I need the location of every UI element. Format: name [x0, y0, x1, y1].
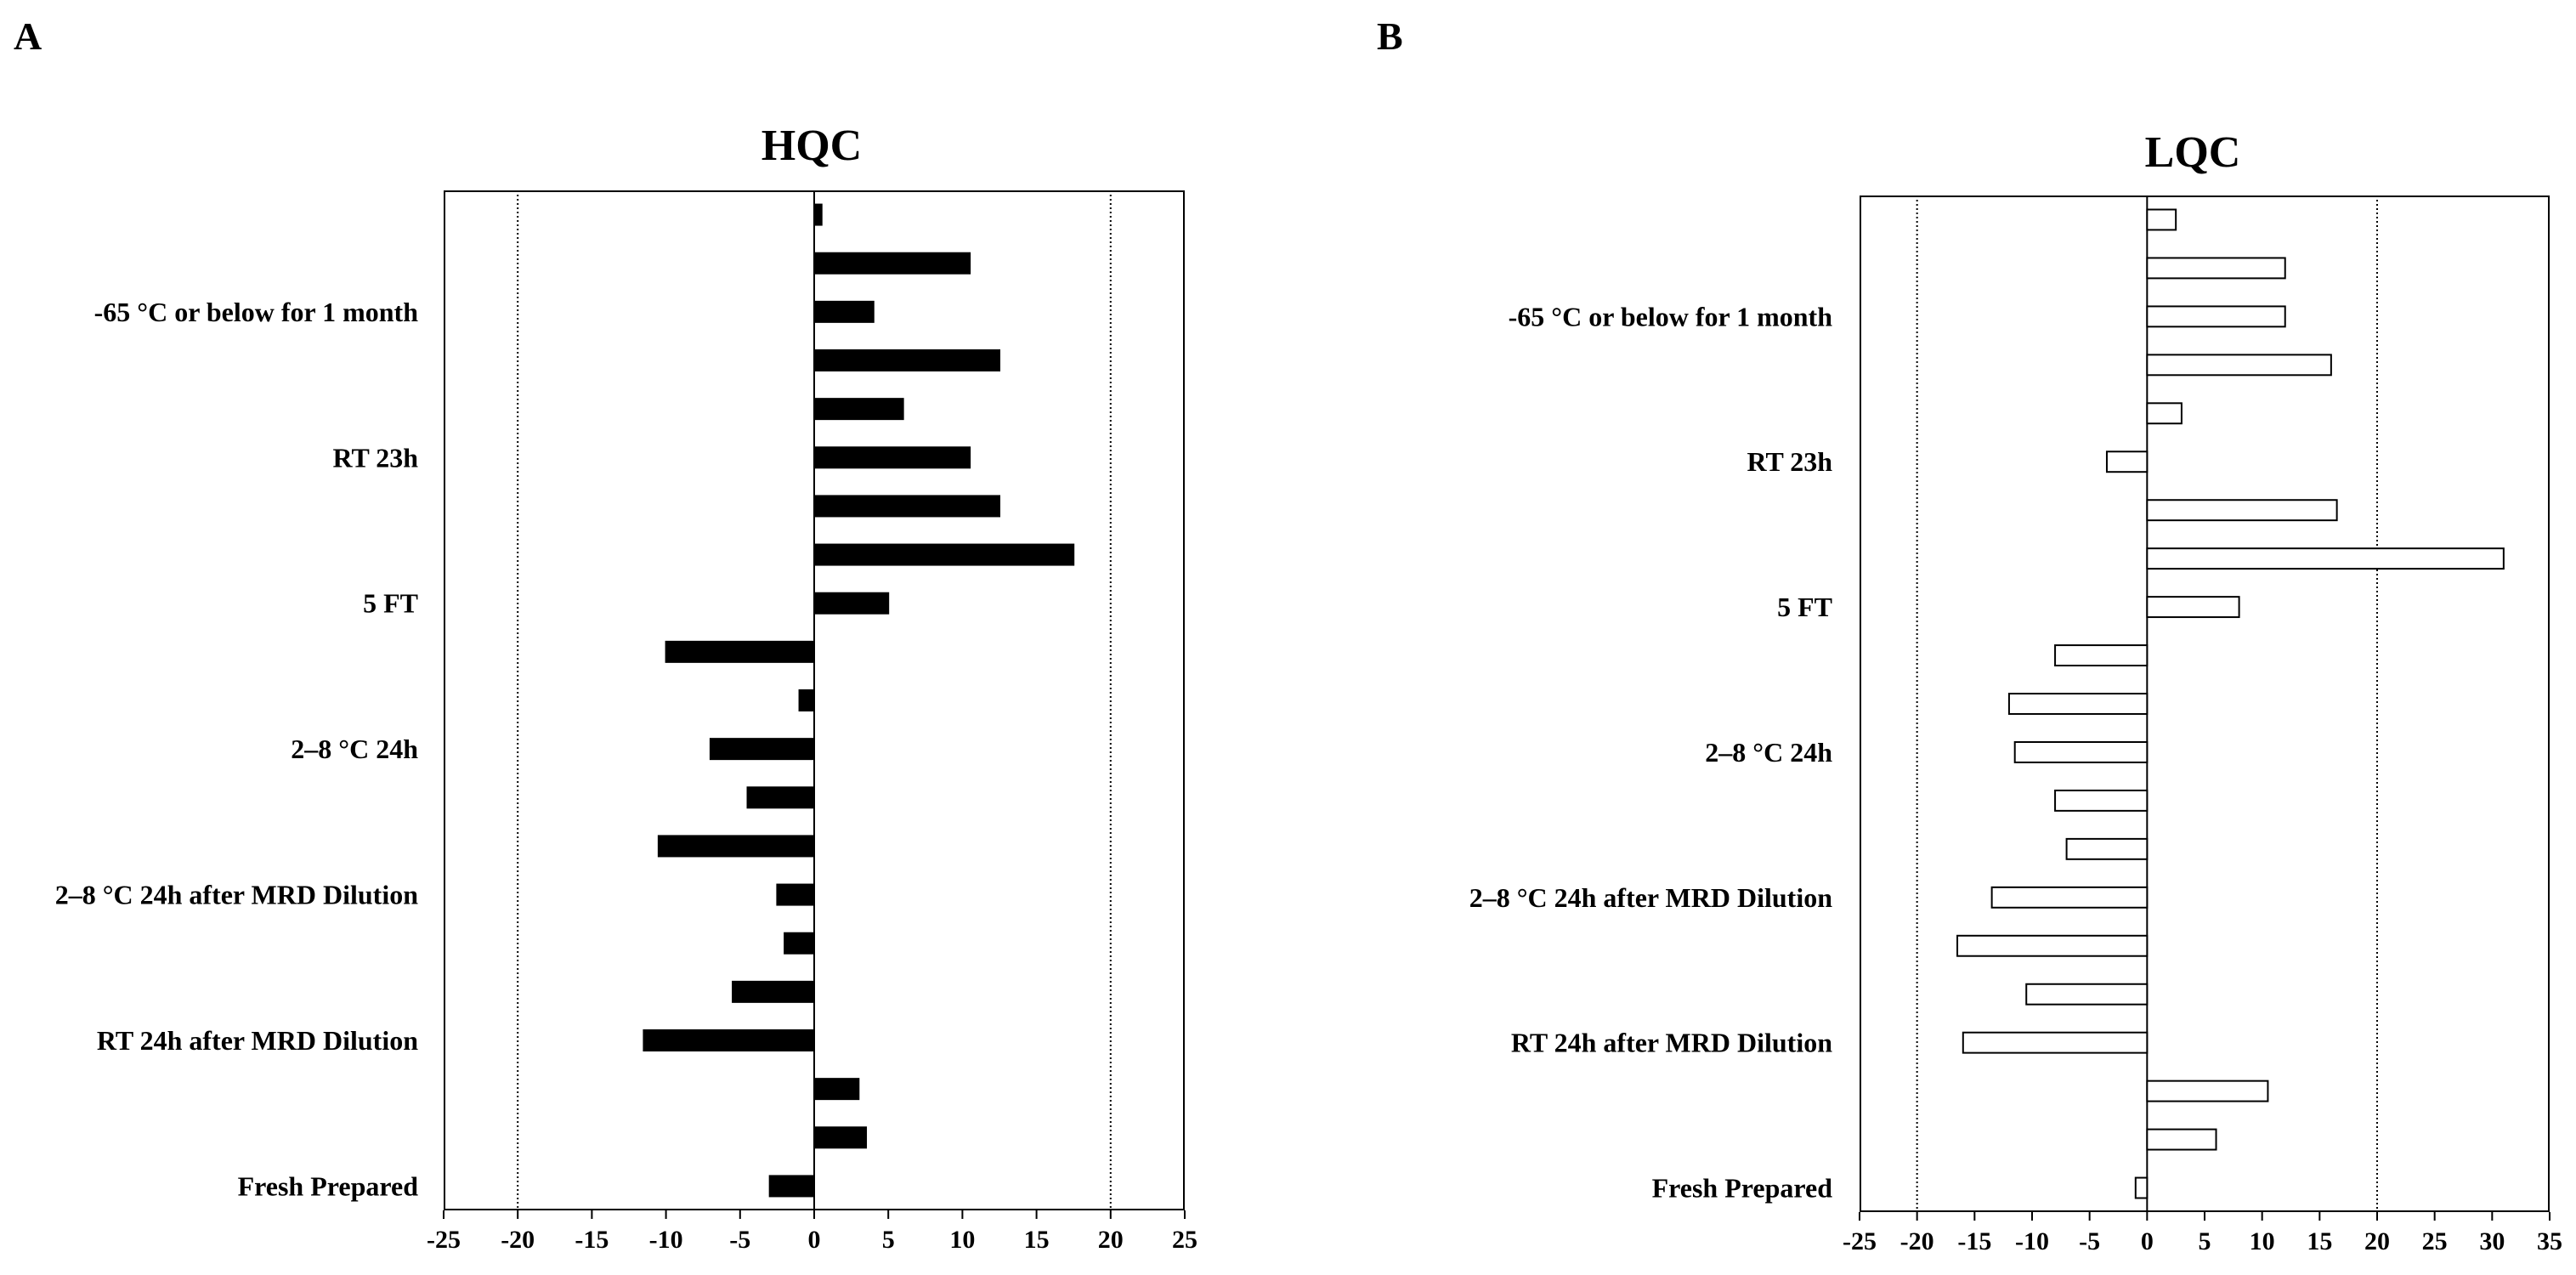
lqc-bar [2146, 354, 2332, 377]
lqc-category-label: RT 24h after MRD Dilution [1511, 1028, 1832, 1058]
hqc-bar [657, 835, 815, 858]
lqc-bar [2146, 208, 2177, 231]
lqc-bar [2146, 402, 2183, 425]
hqc-bar [813, 349, 1000, 371]
hqc-chart-title: HQC [761, 122, 863, 170]
lqc-bar [2146, 257, 2286, 280]
lqc-bar [2146, 1128, 2217, 1151]
lqc-x-tick-label: -15 [1957, 1227, 1991, 1255]
hqc-bar [768, 1175, 815, 1198]
lqc-category-label: 2–8 °C 24h after MRD Dilution [1469, 882, 1833, 913]
hqc-bar [813, 446, 971, 469]
lqc-category-label: -65 °C or below for 1 month [1509, 301, 1833, 332]
hqc-x-tick-label: -15 [575, 1226, 609, 1254]
hqc-bar [813, 543, 1075, 566]
lqc-bar [2025, 983, 2149, 1006]
hqc-category-label: 5 FT [363, 588, 418, 619]
hqc-bar [813, 1078, 860, 1101]
lqc-x-tick-label: 20 [2364, 1227, 2390, 1255]
panel-b-label: B [1377, 14, 1403, 58]
panel-a-label: A [14, 14, 42, 58]
hqc-x-tick-label: -20 [501, 1226, 535, 1254]
hqc-bar [813, 1126, 868, 1149]
hqc-bar [813, 592, 890, 615]
lqc-x-tick-label: 10 [2250, 1227, 2275, 1255]
lqc-x-tick-label: -10 [2015, 1227, 2049, 1255]
hqc-x-tick-label: 25 [1172, 1226, 1197, 1254]
lqc-x-tick-label: 25 [2422, 1227, 2448, 1255]
lqc-x-tick-label: 30 [2479, 1227, 2505, 1255]
hqc-category-label: 2–8 °C 24h after MRD Dilution [55, 880, 419, 910]
lqc-bar [1956, 934, 2149, 957]
hqc-category-label: Fresh Prepared [238, 1170, 419, 1201]
lqc-x-tick-label: 5 [2199, 1227, 2211, 1255]
hqc-bar [643, 1029, 815, 1051]
hqc-category-label: 2–8 °C 24h [291, 734, 418, 764]
hqc-bar [709, 738, 815, 761]
hqc-bar [813, 252, 971, 275]
lqc-bar [2065, 837, 2149, 860]
hqc-x-tick-label: 5 [882, 1226, 895, 1254]
lqc-bar [2054, 789, 2149, 812]
hqc-bar [784, 932, 815, 955]
hqc-category-label: RT 24h after MRD Dilution [97, 1025, 418, 1056]
hqc-bar [813, 495, 1000, 518]
lqc-x-tick-label: -25 [1843, 1227, 1877, 1255]
hqc-x-tick-label: -10 [649, 1226, 683, 1254]
lqc-category-label: 5 FT [1777, 592, 1832, 622]
lqc-bar [1962, 1031, 2149, 1054]
lqc-bar [2013, 740, 2149, 763]
lqc-bar [1990, 886, 2149, 909]
hqc-bar [732, 980, 816, 1003]
hqc-bar [798, 689, 815, 711]
hqc-category-label: -65 °C or below for 1 month [94, 297, 419, 327]
lqc-plot-area [1860, 196, 2550, 1212]
lqc-bar [2146, 499, 2338, 522]
hqc-bar [813, 203, 823, 226]
hqc-bar [665, 640, 815, 663]
lqc-bar [2007, 693, 2149, 715]
lqc-bar [2054, 644, 2149, 667]
lqc-x-tick-label: -5 [2079, 1227, 2100, 1255]
lqc-category-label: RT 23h [1747, 446, 1832, 477]
lqc-x-tick-label: 0 [2141, 1227, 2154, 1255]
lqc-x-tick-label: 35 [2537, 1227, 2562, 1255]
lqc-bar [2146, 305, 2286, 328]
lqc-x-tick-label: 15 [2307, 1227, 2332, 1255]
lqc-chart-title: LQC [2144, 128, 2241, 177]
hqc-x-tick-label: 20 [1098, 1226, 1124, 1254]
hqc-bar [813, 300, 875, 323]
lqc-bar [2146, 596, 2240, 619]
hqc-x-tick-label: -5 [729, 1226, 750, 1254]
hqc-x-tick-label: 15 [1024, 1226, 1050, 1254]
lqc-x-tick-label: -20 [1900, 1227, 1934, 1255]
lqc-category-label: Fresh Prepared [1652, 1173, 1833, 1204]
lqc-bar [2105, 450, 2149, 473]
hqc-x-tick-label: 10 [949, 1226, 975, 1254]
lqc-category-label: 2–8 °C 24h [1705, 737, 1832, 768]
lqc-bar [2146, 547, 2505, 570]
hqc-bar [776, 883, 816, 906]
hqc-category-label: RT 23h [332, 442, 418, 473]
hqc-x-tick-label: -25 [427, 1226, 461, 1254]
hqc-x-tick-label: 0 [808, 1226, 821, 1254]
hqc-bar [813, 398, 904, 421]
hqc-bar [746, 786, 816, 809]
lqc-bar [2134, 1176, 2149, 1199]
lqc-bar [2146, 1080, 2269, 1102]
